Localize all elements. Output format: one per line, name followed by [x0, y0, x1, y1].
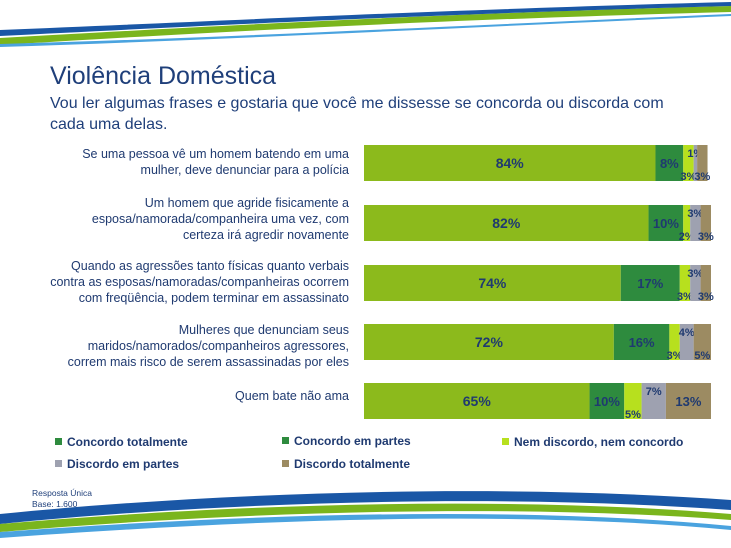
- bar-segment: [641, 383, 666, 419]
- data-label: 3%: [698, 291, 714, 303]
- bar-segment: [364, 383, 590, 419]
- data-label: 5%: [694, 350, 710, 362]
- page-title: Violência Doméstica: [50, 62, 277, 90]
- data-label: 3%: [698, 231, 714, 243]
- page-subtitle: Vou ler algumas frases e gostaria que vo…: [50, 95, 664, 133]
- data-label: 4%: [679, 327, 695, 339]
- bar-segment: [364, 265, 621, 301]
- bar-segment: [624, 383, 642, 419]
- bar-segment: [693, 324, 711, 360]
- bar-segment: [665, 383, 711, 419]
- data-label: 3%: [687, 208, 703, 220]
- data-label: 3%: [687, 268, 703, 280]
- bar-segment: [613, 324, 670, 360]
- top-wave-decoration: [0, 2, 731, 47]
- legend-item-nem-discordo: Nem discordo, nem concordo: [502, 435, 683, 449]
- bar-segment: [589, 383, 625, 419]
- category-label: Quem bate não ama: [235, 389, 349, 403]
- data-label: 8%: [660, 156, 679, 171]
- bar-segment: [697, 145, 708, 181]
- bar-segment: [693, 145, 698, 181]
- data-label: 17%: [637, 276, 663, 291]
- bar-segment: [700, 265, 711, 301]
- bar-segment: [364, 324, 614, 360]
- legend-item-concordo-totalmente: Concordo totalmente: [55, 435, 188, 449]
- bar-segment: [364, 205, 649, 241]
- category-label: Se uma pessoa vê um homem batendo em uma…: [82, 147, 349, 177]
- bar-segment: [655, 145, 684, 181]
- legend-label: Discordo totalmente: [294, 457, 411, 471]
- bar-segment: [364, 145, 656, 181]
- bar-segment: [683, 145, 694, 181]
- legend-item-discordo-em-partes: Discordo em partes: [55, 457, 179, 471]
- data-label: 10%: [653, 216, 679, 231]
- category-label: Quando as agressões tanto físicas quanto…: [50, 259, 349, 305]
- bottom-wave-decoration: [0, 491, 731, 538]
- data-label: 16%: [629, 335, 655, 350]
- data-label: 82%: [492, 215, 521, 231]
- data-label: 5%: [625, 409, 641, 421]
- data-label: 65%: [463, 393, 492, 409]
- bar-segment: [620, 265, 680, 301]
- legend-item-concordo-em-partes: Concordo em partes: [282, 434, 411, 448]
- data-label: 3%: [677, 291, 693, 303]
- data-label: 84%: [496, 155, 525, 171]
- category-label: Um homem que agride fisicamente a esposa…: [91, 196, 349, 242]
- bar-segment: [683, 205, 691, 241]
- data-label: 7%: [646, 386, 662, 398]
- legend-swatch: [55, 438, 62, 446]
- bar-segment: [679, 324, 694, 360]
- legend-label: Discordo em partes: [67, 457, 180, 471]
- bar-segment: [648, 205, 684, 241]
- footnote-base: Base: 1.600: [32, 499, 78, 509]
- legend-swatch: [55, 460, 62, 468]
- footnote-response-type: Resposta Única: [32, 488, 93, 498]
- category-label: Mulheres que denunciam seus maridos/namo…: [67, 323, 349, 369]
- legend-label: Concordo totalmente: [67, 435, 188, 449]
- data-label: 3%: [694, 171, 710, 183]
- legend-swatch: [502, 438, 509, 446]
- legend-swatch: [282, 460, 289, 468]
- data-label: 3%: [680, 171, 696, 183]
- data-label: 10%: [594, 394, 620, 409]
- data-label: 3%: [667, 350, 683, 362]
- bar-segment: [690, 205, 701, 241]
- data-label: 72%: [475, 334, 504, 350]
- bar-segment: [700, 205, 711, 241]
- data-label: 13%: [675, 394, 701, 409]
- bar-segment: [679, 265, 691, 301]
- legend-swatch: [282, 437, 289, 445]
- legend-item-discordo-totalmente: Discordo totalmente: [282, 457, 410, 471]
- bar-segment: [690, 265, 701, 301]
- bar-segment: [669, 324, 680, 360]
- legend-label: Nem discordo, nem concordo: [514, 435, 684, 449]
- legend-label: Concordo em partes: [294, 434, 411, 448]
- data-label: 74%: [478, 275, 507, 291]
